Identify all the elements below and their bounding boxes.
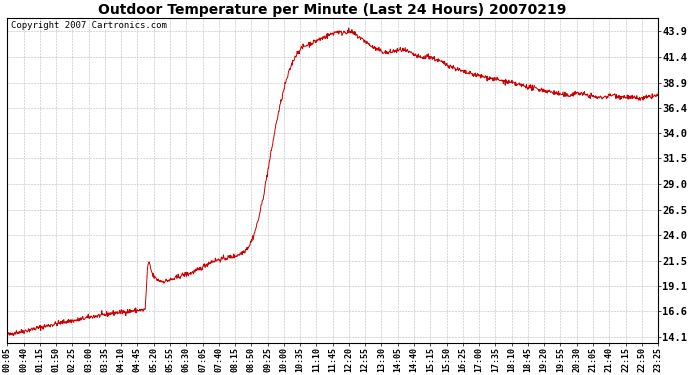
Text: Copyright 2007 Cartronics.com: Copyright 2007 Cartronics.com — [10, 21, 166, 30]
Title: Outdoor Temperature per Minute (Last 24 Hours) 20070219: Outdoor Temperature per Minute (Last 24 … — [99, 3, 567, 17]
